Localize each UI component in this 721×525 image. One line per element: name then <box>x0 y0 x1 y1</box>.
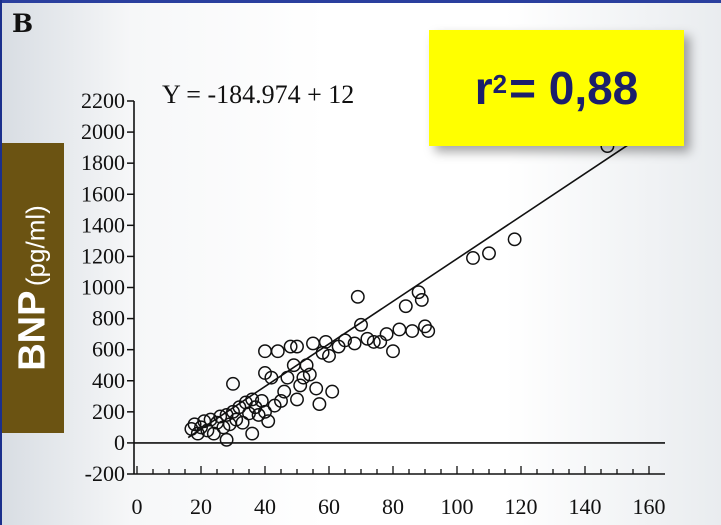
chart-axes: -200020040060080010001200140016001800200… <box>81 88 666 519</box>
scatter-chart: -200020040060080010001200140016001800200… <box>81 88 666 519</box>
data-point <box>379 327 394 342</box>
data-point <box>235 415 250 430</box>
y-tick-label: 200 <box>92 399 125 424</box>
data-point <box>280 370 295 385</box>
x-tick-label: 60 <box>318 494 340 519</box>
data-point <box>245 426 260 441</box>
data-point <box>258 344 272 359</box>
y-axis-label-unit: (pg/ml) <box>20 205 51 287</box>
data-point <box>277 384 292 399</box>
regression-line <box>187 119 666 439</box>
data-point <box>261 414 276 429</box>
data-points <box>184 139 615 447</box>
data-point <box>392 322 407 337</box>
r-squared-box: r 2 = 0,88 <box>429 30 684 146</box>
data-point <box>219 432 234 447</box>
regression-line-group <box>187 119 666 439</box>
y-tick-label: 1800 <box>81 150 125 175</box>
data-point <box>216 420 231 435</box>
data-point <box>299 358 314 373</box>
data-point <box>203 412 218 427</box>
r-squared-superscript: 2 <box>492 68 508 99</box>
data-point <box>306 336 320 351</box>
data-point <box>325 384 340 399</box>
x-tick-label: 80 <box>382 494 404 519</box>
data-point <box>386 344 400 359</box>
data-point <box>251 407 266 422</box>
y-tick-label: 400 <box>92 368 125 393</box>
data-point <box>258 404 272 419</box>
data-point <box>414 292 429 307</box>
y-tick-label: 1000 <box>81 275 125 300</box>
y-tick-label: 1600 <box>81 181 125 206</box>
y-tick-label: 2000 <box>81 119 125 144</box>
data-point <box>398 299 413 314</box>
x-tick-label: 0 <box>132 494 143 519</box>
y-tick-label: 800 <box>92 306 125 331</box>
x-tick-label: 120 <box>505 494 538 519</box>
data-point <box>274 394 288 408</box>
data-point <box>347 336 362 351</box>
x-tick-label: 100 <box>441 494 474 519</box>
y-tick-label: 1400 <box>81 212 125 237</box>
data-point <box>366 334 381 349</box>
data-point <box>350 289 365 304</box>
y-axis-label: BNP (pg/ml) <box>12 205 55 371</box>
x-tick-label: 20 <box>190 494 212 519</box>
data-point <box>354 317 368 332</box>
data-point <box>322 348 336 363</box>
regression-equation: Y = -184.974 + 12 <box>162 80 355 109</box>
r-squared-value: = 0,88 <box>509 62 639 114</box>
data-point <box>482 246 496 261</box>
data-point <box>302 367 317 382</box>
data-point <box>421 324 436 338</box>
data-point <box>245 392 260 407</box>
y-tick-label: 2200 <box>81 88 125 113</box>
data-point <box>264 370 279 385</box>
data-point <box>187 417 202 432</box>
data-point <box>405 324 420 338</box>
data-point <box>466 251 480 265</box>
data-point <box>290 392 304 407</box>
data-point <box>270 344 285 359</box>
x-tick-label: 140 <box>569 494 602 519</box>
x-tick-label: 40 <box>254 494 276 519</box>
data-point <box>338 333 352 348</box>
data-point <box>312 397 327 412</box>
data-point <box>293 378 308 393</box>
y-axis-label-bold: BNP <box>11 290 54 371</box>
data-point <box>318 334 333 349</box>
y-axis-label-box <box>2 143 64 433</box>
r-squared-prefix: r <box>474 62 493 114</box>
y-tick-label: -200 <box>85 461 125 486</box>
data-point <box>411 285 426 300</box>
data-point <box>507 232 522 247</box>
y-tick-label: 1200 <box>81 243 125 268</box>
data-point <box>309 381 324 396</box>
data-point <box>290 339 304 354</box>
data-point <box>360 331 375 346</box>
y-tick-label: 600 <box>92 337 125 362</box>
x-tick-label: 160 <box>633 494 666 519</box>
data-point <box>229 412 244 427</box>
data-point <box>296 370 311 385</box>
data-point <box>283 339 298 354</box>
y-tick-label: 0 <box>114 430 125 455</box>
panel-letter: B <box>12 9 34 38</box>
data-point <box>226 376 240 391</box>
